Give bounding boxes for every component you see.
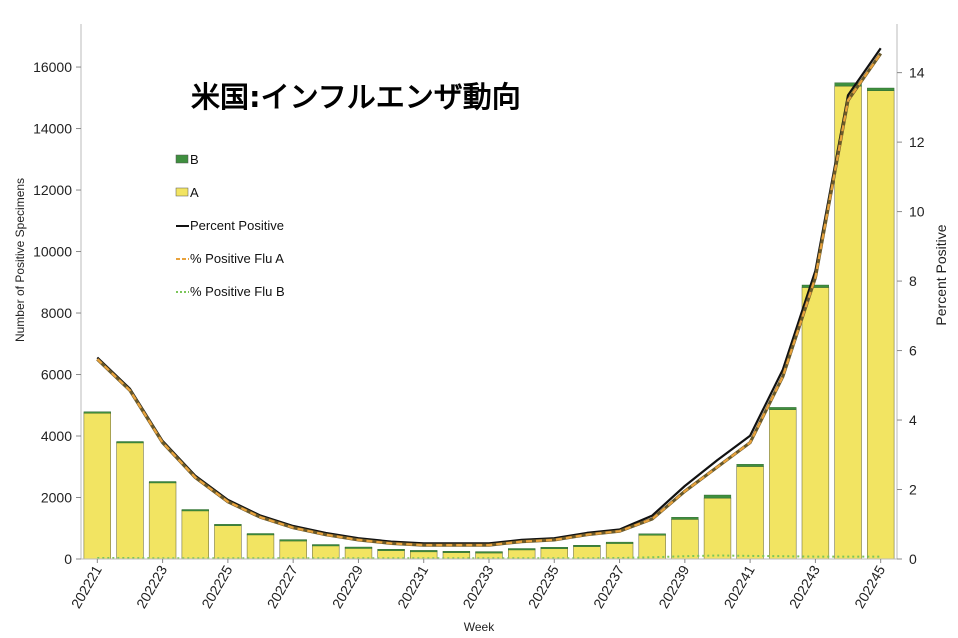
- bar-a-202241: [736, 466, 764, 560]
- x-tick-label-202241: 202241: [720, 562, 757, 611]
- bar-a-202223: [148, 481, 177, 560]
- left-ticks: 0 2000 4000 6000 8000 10000 12000 14000 16000: [33, 59, 81, 567]
- chart-title: 米国:インフルエンザ動向: [191, 80, 521, 114]
- bar-a-202225: [214, 524, 242, 560]
- bar-b-202227: [279, 539, 307, 542]
- x-tick-label-202229: 202229: [329, 562, 366, 611]
- x-tick-label-202225: 202225: [198, 562, 235, 611]
- bar-b-202243: [801, 284, 829, 288]
- legend-swatch-0: [175, 154, 189, 164]
- bar-b-202232: [442, 551, 470, 553]
- x-tick-label-202233: 202233: [459, 562, 496, 611]
- left-tick-label-16000: 16000: [33, 59, 72, 75]
- bar-a-202239: [671, 518, 699, 560]
- bar-a-202230: [377, 549, 405, 560]
- bar-a-202237: [605, 542, 634, 560]
- x-tick-label-202231: 202231: [394, 562, 431, 611]
- right-tick-label-4: 4: [909, 412, 917, 428]
- left-tick-label-6000: 6000: [41, 367, 72, 383]
- x-tick-label-202227: 202227: [264, 562, 301, 611]
- x-axis-title: Week: [464, 620, 495, 634]
- bar-a-202243: [801, 287, 830, 560]
- legend-label-1: A: [190, 185, 199, 200]
- bar-a-202244: [834, 85, 862, 560]
- left-tick-label-12000: 12000: [33, 182, 72, 198]
- bar-a-202228: [312, 544, 340, 560]
- right-tick-label-8: 8: [909, 273, 917, 289]
- bar-a-202222: [116, 442, 144, 560]
- legend-label-4: % Positive Flu B: [190, 284, 285, 299]
- bar-a-202229: [344, 546, 373, 560]
- legend: B A Percent Positive % Positive Flu A % Posi…: [175, 152, 285, 299]
- left-tick-label-4000: 4000: [41, 428, 72, 444]
- bar-b-202237: [606, 541, 634, 544]
- left-tick-label-8000: 8000: [41, 305, 72, 321]
- bar-b-202226: [246, 533, 275, 536]
- bar-a-202235: [540, 547, 569, 560]
- line-series-1: [96, 52, 882, 547]
- left-tick-label-10000: 10000: [33, 244, 72, 260]
- y-axis-right-title: Percent Positive: [933, 224, 949, 325]
- right-tick-label-10: 10: [909, 204, 925, 220]
- bar-a-202240: [703, 497, 732, 560]
- legend-label-2: Percent Positive: [190, 218, 284, 233]
- bars-layer: [83, 82, 895, 560]
- legend-swatch-1: [175, 187, 189, 197]
- bar-b-202223: [148, 481, 177, 484]
- bar-b-202224: [181, 509, 209, 512]
- x-tick-label-202221: 202221: [68, 562, 105, 611]
- left-tick-label-2000: 2000: [41, 490, 72, 506]
- y-axis-left-title: Number of Positive Specimens: [13, 178, 27, 342]
- bar-a-202236: [573, 545, 601, 560]
- bar-b-202239: [671, 517, 699, 520]
- bar-b-202245: [867, 87, 895, 91]
- bar-a-202238: [638, 534, 666, 560]
- bar-a-202242: [769, 409, 797, 560]
- bar-b-202221: [83, 411, 111, 414]
- right-ticks: 0 2 4 6 8 10 12 14: [897, 65, 925, 567]
- right-tick-label-0: 0: [909, 551, 917, 567]
- x-tick-label-202235: 202235: [525, 562, 562, 611]
- x-tick-label-202243: 202243: [786, 562, 823, 611]
- bar-a-202245: [866, 90, 895, 560]
- bar-b-202242: [769, 407, 797, 410]
- bar-b-202228: [312, 544, 340, 547]
- x-tick-label-202223: 202223: [133, 562, 170, 611]
- left-tick-label-0: 0: [64, 551, 72, 567]
- legend-label-3: % Positive Flu A: [190, 251, 284, 266]
- bar-b-202233: [475, 551, 503, 554]
- bar-b-202241: [736, 464, 764, 467]
- bar-a-202224: [181, 509, 209, 560]
- x-tick-label-202245: 202245: [851, 562, 888, 611]
- right-tick-label-2: 2: [909, 482, 917, 498]
- right-tick-label-6: 6: [909, 343, 917, 359]
- bar-a-202226: [246, 533, 275, 560]
- legend-label-0: B: [190, 152, 199, 167]
- bar-b-202244: [834, 82, 862, 87]
- right-tick-label-12: 12: [909, 134, 925, 150]
- bar-a-202227: [279, 539, 307, 560]
- bar-b-202238: [638, 533, 666, 536]
- line-series-2: [97, 554, 881, 560]
- bar-b-202225: [214, 524, 242, 526]
- right-tick-label-14: 14: [909, 65, 925, 81]
- x-tick-label-202239: 202239: [655, 562, 692, 611]
- bar-b-202234: [508, 548, 536, 551]
- bar-b-202229: [344, 546, 373, 549]
- bar-b-202230: [377, 549, 405, 551]
- x-tick-label-202237: 202237: [590, 562, 627, 611]
- bar-b-202240: [703, 494, 732, 499]
- bar-b-202235: [540, 547, 568, 549]
- left-tick-label-14000: 14000: [33, 121, 72, 137]
- lines-layer: [96, 47, 883, 560]
- bar-b-202231: [410, 550, 438, 553]
- bar-a-202221: [83, 412, 112, 560]
- bar-b-202222: [116, 441, 144, 444]
- bar-b-202236: [573, 545, 601, 547]
- x-ticks: 202221 202223 202225 202227 202229 202231 2022…: [68, 559, 888, 611]
